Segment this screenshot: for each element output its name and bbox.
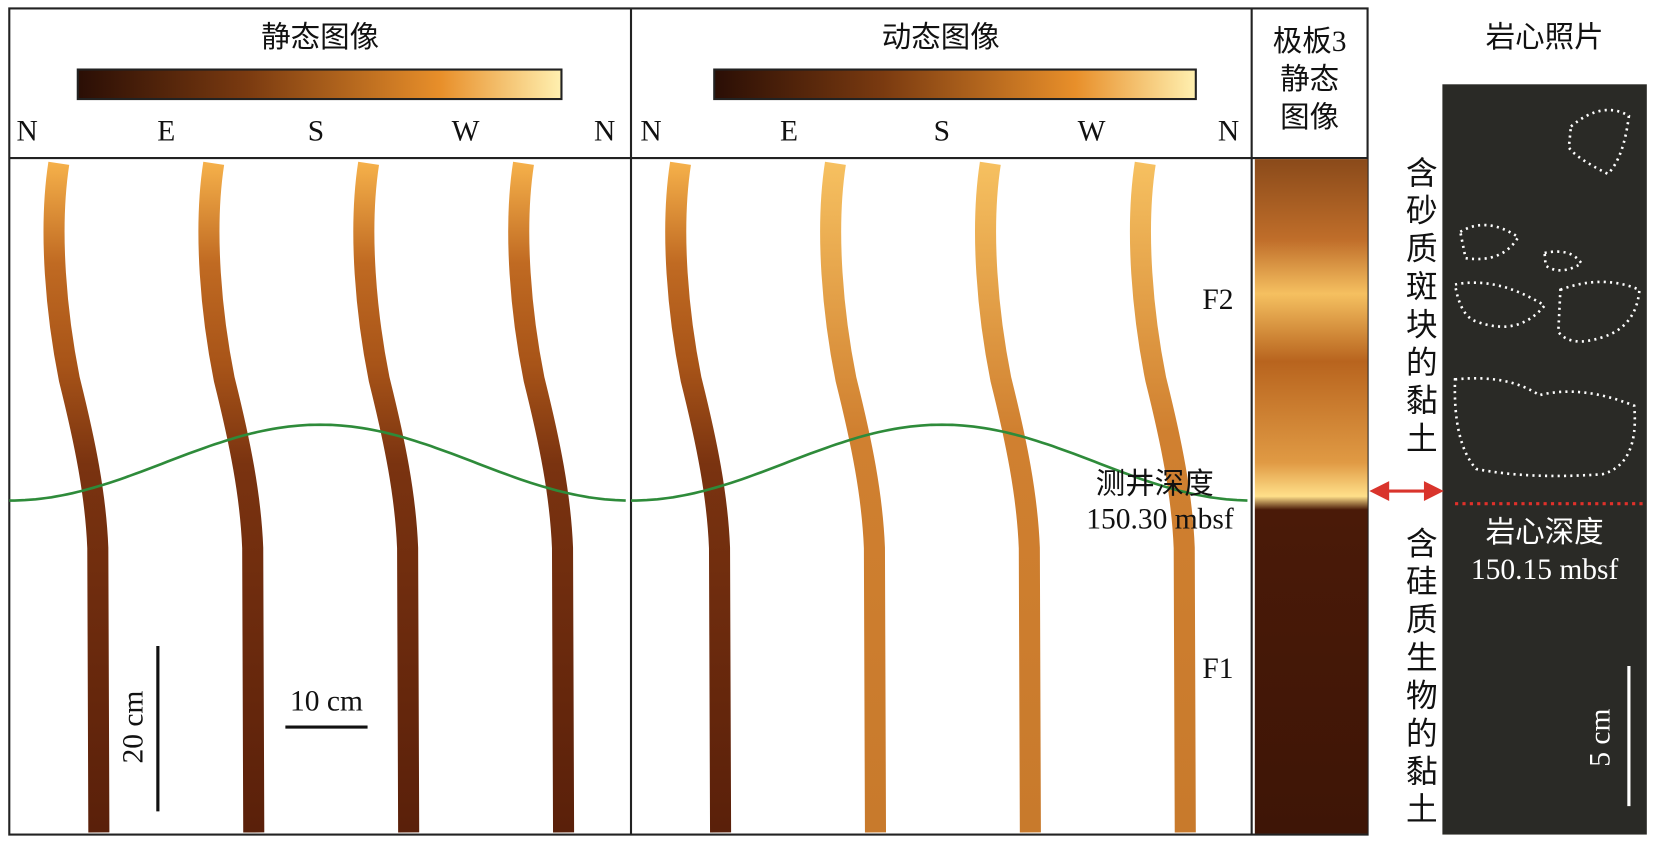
image-trace <box>353 161 420 833</box>
compass-label: S <box>308 116 324 148</box>
compass-label: N <box>594 116 615 148</box>
compass-label: N <box>17 116 38 148</box>
depth-label: 测井深度 <box>1096 468 1214 501</box>
compass-label: E <box>157 116 175 148</box>
depth-value: 150.30 mbsf <box>1086 503 1234 535</box>
panel-title: 动态图像 <box>882 21 1000 54</box>
fracture-sinusoid <box>9 423 626 502</box>
panel-title: 岩心照片 <box>1486 21 1604 54</box>
compass-label: S <box>934 116 950 148</box>
compass-label: E <box>780 116 798 148</box>
pad-image <box>1254 159 1368 834</box>
core-photo <box>1442 84 1647 835</box>
image-trace <box>975 161 1041 833</box>
panel-title: 极板3 <box>1273 25 1347 58</box>
depth-value: 150.15 mbsf <box>1471 554 1619 586</box>
scale-label: 10 cm <box>290 686 363 718</box>
lithology-label: 含砂质斑块的黏土 <box>1402 156 1438 460</box>
image-trace <box>1129 161 1196 833</box>
image-trace <box>665 161 732 833</box>
compass-label: W <box>452 116 480 148</box>
image-trace <box>508 161 575 833</box>
compass-label: N <box>1218 116 1239 148</box>
fracture-label: F1 <box>1202 653 1233 685</box>
panel-title: 静态 <box>1280 63 1339 96</box>
scale-label: 5 cm <box>1584 708 1616 766</box>
panel-title: 图像 <box>1280 101 1339 134</box>
lithology-label: 含硅质生物的黏土 <box>1402 527 1438 831</box>
image-trace <box>820 161 887 833</box>
colorbar <box>76 68 563 101</box>
scale-label: 20 cm <box>118 691 150 764</box>
compass-label: N <box>640 116 661 148</box>
depth-label: 岩心深度 <box>1486 516 1604 549</box>
depth-arrow <box>1369 481 1444 501</box>
compass-label: W <box>1078 116 1106 148</box>
core-patches <box>1453 108 1641 478</box>
panel-title: 静态图像 <box>261 21 379 54</box>
image-trace <box>198 161 265 833</box>
fracture-label: F2 <box>1202 284 1233 316</box>
fracture-sinusoid <box>631 423 1248 502</box>
colorbar <box>713 68 1197 101</box>
image-trace <box>43 161 110 833</box>
